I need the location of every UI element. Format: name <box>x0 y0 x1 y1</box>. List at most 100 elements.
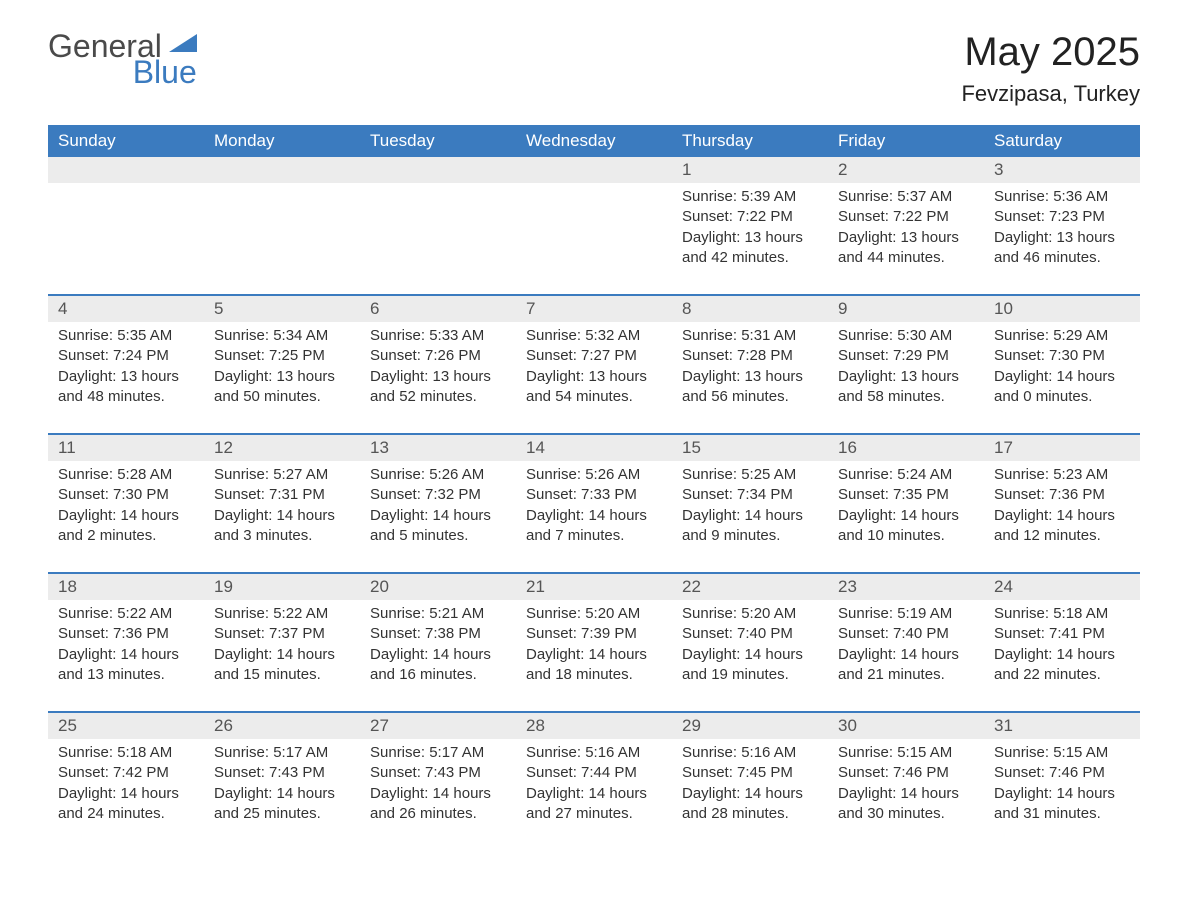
day-cell: Sunrise: 5:20 AMSunset: 7:39 PMDaylight:… <box>516 600 672 711</box>
sunset-line: Sunset: 7:36 PM <box>994 485 1130 505</box>
day-cell: Sunrise: 5:26 AMSunset: 7:33 PMDaylight:… <box>516 461 672 572</box>
daylight-line-1: Daylight: 14 hours <box>994 506 1130 526</box>
day-number: 15 <box>672 435 828 461</box>
daylight-line-2: and 50 minutes. <box>214 387 350 407</box>
day-number: 11 <box>48 435 204 461</box>
sunrise-line: Sunrise: 5:23 AM <box>994 465 1130 485</box>
sunrise-line: Sunrise: 5:15 AM <box>838 743 974 763</box>
daylight-line-1: Daylight: 14 hours <box>370 784 506 804</box>
day-number: 8 <box>672 296 828 322</box>
page-header: General Blue May 2025 Fevzipasa, Turkey <box>48 30 1140 107</box>
sunset-line: Sunset: 7:46 PM <box>994 763 1130 783</box>
daylight-line-1: Daylight: 14 hours <box>370 506 506 526</box>
day-header: Wednesday <box>516 125 672 157</box>
sunset-line: Sunset: 7:23 PM <box>994 207 1130 227</box>
day-number: 10 <box>984 296 1140 322</box>
day-number: 31 <box>984 713 1140 739</box>
sunrise-line: Sunrise: 5:28 AM <box>58 465 194 485</box>
daylight-line-2: and 15 minutes. <box>214 665 350 685</box>
sunrise-line: Sunrise: 5:31 AM <box>682 326 818 346</box>
sunrise-line: Sunrise: 5:30 AM <box>838 326 974 346</box>
day-cell: Sunrise: 5:18 AMSunset: 7:42 PMDaylight:… <box>48 739 204 850</box>
sunset-line: Sunset: 7:36 PM <box>58 624 194 644</box>
daylight-line-1: Daylight: 14 hours <box>994 784 1130 804</box>
daylight-line-1: Daylight: 14 hours <box>214 784 350 804</box>
sunrise-line: Sunrise: 5:22 AM <box>58 604 194 624</box>
day-number: 13 <box>360 435 516 461</box>
daylight-line-2: and 48 minutes. <box>58 387 194 407</box>
sunset-line: Sunset: 7:26 PM <box>370 346 506 366</box>
sunset-line: Sunset: 7:25 PM <box>214 346 350 366</box>
daylight-line-2: and 10 minutes. <box>838 526 974 546</box>
day-cell: Sunrise: 5:18 AMSunset: 7:41 PMDaylight:… <box>984 600 1140 711</box>
sunset-line: Sunset: 7:30 PM <box>994 346 1130 366</box>
sunset-line: Sunset: 7:33 PM <box>526 485 662 505</box>
day-cell: Sunrise: 5:22 AMSunset: 7:36 PMDaylight:… <box>48 600 204 711</box>
sunrise-line: Sunrise: 5:19 AM <box>838 604 974 624</box>
daylight-line-1: Daylight: 14 hours <box>838 506 974 526</box>
sunrise-line: Sunrise: 5:22 AM <box>214 604 350 624</box>
day-header: Thursday <box>672 125 828 157</box>
day-number: 30 <box>828 713 984 739</box>
sunrise-line: Sunrise: 5:16 AM <box>682 743 818 763</box>
title-block: May 2025 Fevzipasa, Turkey <box>961 30 1140 107</box>
daylight-line-2: and 21 minutes. <box>838 665 974 685</box>
daylight-line-1: Daylight: 13 hours <box>994 228 1130 248</box>
daylight-line-1: Daylight: 13 hours <box>526 367 662 387</box>
daylight-line-2: and 31 minutes. <box>994 804 1130 824</box>
day-cell: Sunrise: 5:19 AMSunset: 7:40 PMDaylight:… <box>828 600 984 711</box>
sunrise-line: Sunrise: 5:36 AM <box>994 187 1130 207</box>
day-number <box>516 157 672 183</box>
month-year: May 2025 <box>961 30 1140 75</box>
day-header: Monday <box>204 125 360 157</box>
daylight-line-1: Daylight: 14 hours <box>58 645 194 665</box>
calendar-header-row: SundayMondayTuesdayWednesdayThursdayFrid… <box>48 125 1140 157</box>
day-number <box>204 157 360 183</box>
day-number: 19 <box>204 574 360 600</box>
day-cell <box>516 183 672 233</box>
week-row: 25Sunrise: 5:18 AMSunset: 7:42 PMDayligh… <box>48 712 1140 850</box>
daylight-line-1: Daylight: 14 hours <box>370 645 506 665</box>
daylight-line-2: and 25 minutes. <box>214 804 350 824</box>
sunset-line: Sunset: 7:35 PM <box>838 485 974 505</box>
day-number: 29 <box>672 713 828 739</box>
sunrise-line: Sunrise: 5:33 AM <box>370 326 506 346</box>
sunrise-line: Sunrise: 5:20 AM <box>682 604 818 624</box>
day-cell: Sunrise: 5:30 AMSunset: 7:29 PMDaylight:… <box>828 322 984 433</box>
flag-icon <box>169 30 197 52</box>
day-number: 23 <box>828 574 984 600</box>
sunset-line: Sunset: 7:42 PM <box>58 763 194 783</box>
sunrise-line: Sunrise: 5:26 AM <box>526 465 662 485</box>
daylight-line-1: Daylight: 13 hours <box>838 228 974 248</box>
sunrise-line: Sunrise: 5:26 AM <box>370 465 506 485</box>
sunrise-line: Sunrise: 5:35 AM <box>58 326 194 346</box>
day-number: 1 <box>672 157 828 183</box>
daylight-line-2: and 5 minutes. <box>370 526 506 546</box>
calendar-table: SundayMondayTuesdayWednesdayThursdayFrid… <box>48 125 1140 850</box>
sunrise-line: Sunrise: 5:18 AM <box>994 604 1130 624</box>
day-number: 22 <box>672 574 828 600</box>
daylight-line-2: and 3 minutes. <box>214 526 350 546</box>
daylight-line-1: Daylight: 13 hours <box>370 367 506 387</box>
day-cell: Sunrise: 5:20 AMSunset: 7:40 PMDaylight:… <box>672 600 828 711</box>
daylight-line-1: Daylight: 14 hours <box>682 506 818 526</box>
week-row: 18Sunrise: 5:22 AMSunset: 7:36 PMDayligh… <box>48 573 1140 712</box>
day-number: 26 <box>204 713 360 739</box>
day-cell: Sunrise: 5:33 AMSunset: 7:26 PMDaylight:… <box>360 322 516 433</box>
day-number: 3 <box>984 157 1140 183</box>
sunrise-line: Sunrise: 5:29 AM <box>994 326 1130 346</box>
daylight-line-2: and 52 minutes. <box>370 387 506 407</box>
daylight-line-2: and 58 minutes. <box>838 387 974 407</box>
day-number: 24 <box>984 574 1140 600</box>
sunset-line: Sunset: 7:32 PM <box>370 485 506 505</box>
day-cell: Sunrise: 5:35 AMSunset: 7:24 PMDaylight:… <box>48 322 204 433</box>
daylight-line-2: and 7 minutes. <box>526 526 662 546</box>
day-number: 14 <box>516 435 672 461</box>
day-cell: Sunrise: 5:16 AMSunset: 7:45 PMDaylight:… <box>672 739 828 850</box>
daylight-line-1: Daylight: 14 hours <box>58 506 194 526</box>
daylight-line-2: and 44 minutes. <box>838 248 974 268</box>
day-cell: Sunrise: 5:34 AMSunset: 7:25 PMDaylight:… <box>204 322 360 433</box>
day-cell: Sunrise: 5:36 AMSunset: 7:23 PMDaylight:… <box>984 183 1140 294</box>
day-number <box>360 157 516 183</box>
day-cell: Sunrise: 5:23 AMSunset: 7:36 PMDaylight:… <box>984 461 1140 572</box>
